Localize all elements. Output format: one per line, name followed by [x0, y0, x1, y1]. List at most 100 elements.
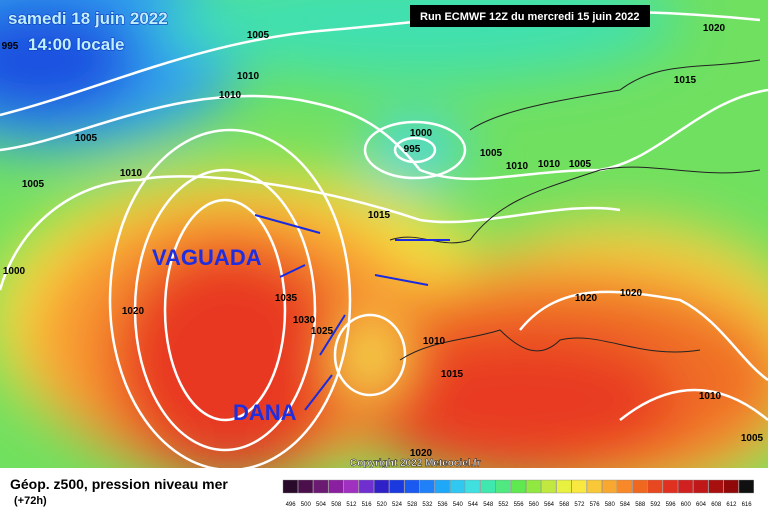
scale-swatch: [678, 479, 694, 494]
isobar-label: 1010: [219, 90, 242, 101]
scale-label: 600: [681, 502, 692, 508]
scale-label: 592: [650, 502, 661, 508]
scale-label: 604: [696, 502, 707, 508]
scale-swatch: [313, 479, 329, 494]
isobar-label: 1005: [22, 179, 45, 190]
scale-swatch: [389, 479, 405, 494]
isobar-label: 1020: [703, 23, 726, 34]
time: 14:00 locale: [28, 35, 124, 54]
scale-swatch: [723, 479, 739, 494]
scale-swatch: [647, 479, 663, 494]
scale-label: 516: [362, 502, 373, 508]
scale-swatch: [404, 479, 420, 494]
copyright: Copyright 2022 Meteociel.fr: [350, 458, 481, 469]
scale-swatch: [434, 479, 450, 494]
run-box: [410, 5, 650, 27]
isobar-label: 1010: [120, 168, 143, 179]
scale-swatch: [526, 479, 542, 494]
scale-swatch: [282, 479, 298, 494]
scale-label: 576: [590, 502, 601, 508]
scale-label: 608: [711, 502, 722, 508]
scale-label: 532: [422, 502, 433, 508]
scale-label: 560: [529, 502, 540, 508]
isobar-label: 1020: [410, 448, 433, 459]
isobar-label: 995: [404, 144, 421, 155]
arrows: [254, 214, 450, 411]
scale-label: 524: [392, 502, 403, 508]
scale-swatch: [419, 479, 435, 494]
isobar-label: 1005: [247, 30, 270, 41]
scale-swatch: [480, 479, 496, 494]
scale-swatch: [617, 479, 633, 494]
scale-label: 500: [301, 502, 312, 508]
scale-label: 544: [468, 502, 479, 508]
coastlines: [389, 59, 761, 361]
date: samedi 18 juin 2022: [8, 9, 168, 28]
scale-swatch: [693, 479, 709, 494]
scale-swatch: [343, 479, 359, 494]
isobar-label: 1010: [423, 336, 446, 347]
scale-swatch: [571, 479, 587, 494]
isobar-label: 1015: [368, 210, 391, 221]
scale-label: 496: [286, 502, 297, 508]
scale-label: 564: [544, 502, 555, 508]
scale-swatch: [738, 479, 754, 494]
scale-swatch: [495, 479, 511, 494]
isobar-label: 1015: [674, 75, 697, 86]
isobar-label: 1010: [699, 391, 722, 402]
scale-label: 596: [666, 502, 677, 508]
isobar-label: 1020: [620, 288, 643, 299]
scale-label: 616: [742, 502, 753, 508]
isobar-label: 1035: [275, 293, 298, 304]
isobar-label: 1005: [480, 148, 503, 159]
isobar-label: 1010: [538, 159, 561, 170]
footer-lead: (+72h): [14, 495, 47, 507]
scale-swatch: [358, 479, 374, 494]
isobar-label: 1005: [569, 159, 592, 170]
scale-label: 572: [574, 502, 585, 508]
scale-label: 512: [346, 502, 357, 508]
scale-swatch: [662, 479, 678, 494]
isobar-label: 1010: [506, 161, 529, 172]
scale-swatch: [556, 479, 572, 494]
isobar-label: 1005: [75, 133, 98, 144]
scale-label: 552: [498, 502, 509, 508]
isobar-label: 1015: [441, 369, 464, 380]
isobar-label: 1005: [741, 433, 764, 444]
isobar-label: 1030: [293, 315, 316, 326]
scale-swatch: [328, 479, 344, 494]
scale-swatch: [541, 479, 557, 494]
isobar-label: 1000: [3, 266, 26, 277]
scale-label: 540: [453, 502, 464, 508]
scale-swatch: [298, 479, 314, 494]
scale-swatch: [708, 479, 724, 494]
isobar-label: 1020: [122, 306, 145, 317]
isobar-label: 995: [2, 41, 19, 52]
scale-swatch: [510, 479, 526, 494]
scale-swatch: [586, 479, 602, 494]
isobar-label: 1020: [575, 293, 598, 304]
run: Run ECMWF 12Z du mercredi 15 juin 2022: [420, 11, 639, 23]
scale-swatch: [450, 479, 466, 494]
scale-label: 580: [605, 502, 616, 508]
color-scale: 496 500 504 508 512 516 520 524 528 532 536 540 544 5…: [282, 479, 754, 508]
scale-label: 508: [331, 502, 342, 508]
scale-swatch: [465, 479, 481, 494]
scale-label: 528: [407, 502, 418, 508]
scale-label: 504: [316, 502, 327, 508]
scale-label: 568: [559, 502, 570, 508]
scale-label: 548: [483, 502, 494, 508]
isobar-label: 1010: [237, 71, 260, 82]
cutoff-label: DANA: [233, 400, 297, 425]
trough-label: VAGUADA: [152, 245, 262, 270]
scale-swatch: [602, 479, 618, 494]
scale-swatch: [374, 479, 390, 494]
scale-swatch: [632, 479, 648, 494]
scale-label: 584: [620, 502, 631, 508]
isobar-label: 1000: [410, 128, 433, 139]
isobars: [0, 10, 768, 472]
isobar-label: 1025: [311, 326, 334, 337]
